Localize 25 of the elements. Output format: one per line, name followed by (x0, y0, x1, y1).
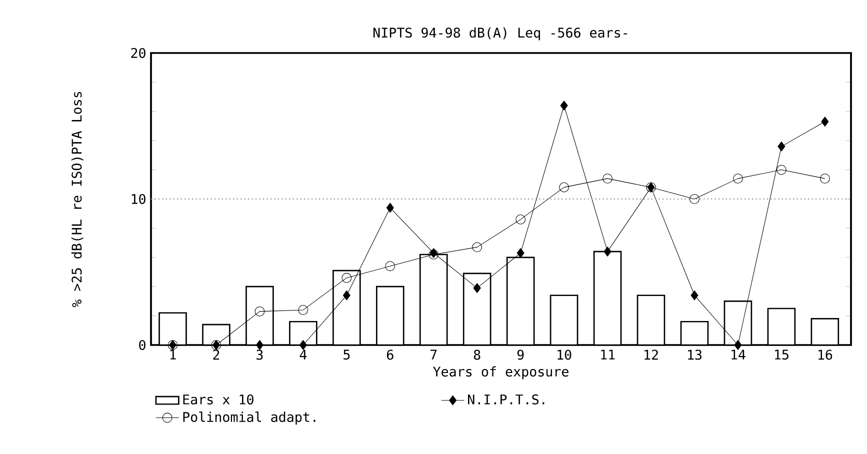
legend-label: Ears x 10 (183, 394, 254, 404)
x-axis-title: Years of exposure (433, 366, 568, 380)
x-tick-label: 12 (644, 350, 658, 360)
y-tick-label: 20 (131, 48, 146, 58)
chart-title: NIPTS 94-98 dB(A) Leq -566 ears- (373, 27, 628, 40)
x-tick-label: 3 (256, 350, 263, 360)
x-tick-label: 1 (170, 350, 176, 360)
x-tick-label: 9 (517, 350, 524, 360)
y-tick-label: 10 (132, 194, 146, 204)
x-tick-label: 13 (688, 350, 702, 360)
x-tick-label: 4 (300, 350, 307, 360)
x-tick-label: 5 (344, 350, 350, 360)
x-tick-label: 11 (601, 350, 615, 360)
y-axis-title: % >25 dB(HL re ISO)PTA Loss (71, 92, 84, 308)
x-tick-label: 16 (818, 350, 832, 360)
x-tick-label: 2 (213, 350, 220, 360)
y-tick-label: 0 (139, 340, 146, 350)
x-tick-label: 7 (430, 350, 437, 360)
x-tick-label: 14 (732, 350, 746, 360)
x-tick-label: 10 (558, 350, 572, 360)
legend-label: Polinomial adapt. (183, 412, 316, 425)
x-tick-label: 8 (474, 350, 480, 360)
x-tick-label: 15 (775, 350, 788, 360)
x-tick-label: 6 (386, 350, 394, 360)
legend-label: N.I.P.T.S. (468, 394, 544, 404)
